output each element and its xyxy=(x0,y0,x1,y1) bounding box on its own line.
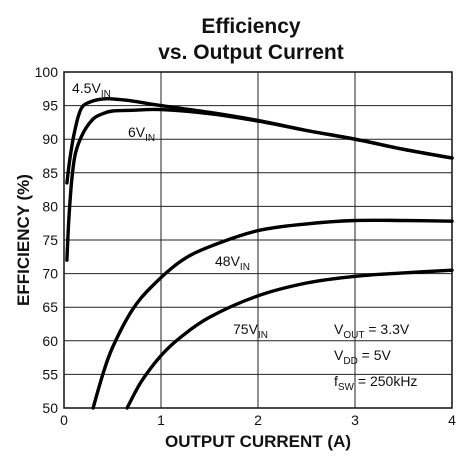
series-label-6vin: 6VIN xyxy=(128,124,155,144)
x-tick-label: 4 xyxy=(448,412,456,428)
annotation-fsw: fSW = 250kHz xyxy=(334,373,417,393)
y-tick-label: 65 xyxy=(42,299,58,315)
series-line-2 xyxy=(91,218,454,410)
y-tick-label: 60 xyxy=(42,333,58,349)
y-tick-label: 50 xyxy=(42,400,58,416)
x-tick-label: 2 xyxy=(254,412,262,428)
plot-frame xyxy=(63,71,453,409)
y-tick-label: 80 xyxy=(42,198,58,214)
x-tick-label: 0 xyxy=(60,412,68,428)
annotation-vout: VOUT = 3.3V xyxy=(334,321,410,341)
series-label-4p5vin: 4.5VIN xyxy=(72,80,111,100)
chart-title-line-1: Efficiency xyxy=(201,15,301,38)
y-tick-labels: 50 55 60 65 70 75 80 85 90 95 100 xyxy=(35,64,59,416)
y-axis-label: EFFICIENCY (%) xyxy=(14,174,33,306)
y-tick-label: 75 xyxy=(42,232,58,248)
y-tick-label: 100 xyxy=(35,64,59,80)
x-tick-labels: 0 1 2 3 4 xyxy=(60,412,456,428)
x-axis-label: OUTPUT CURRENT (A) xyxy=(165,432,351,451)
grid-lines xyxy=(64,72,452,408)
y-tick-label: 55 xyxy=(42,366,58,382)
series-line-3 xyxy=(125,268,454,410)
y-tick-label: 95 xyxy=(42,98,58,114)
x-tick-label: 3 xyxy=(351,412,359,428)
chart-title-line-2: vs. Output Current xyxy=(158,41,344,64)
y-tick-label: 90 xyxy=(42,131,58,147)
series-label-75vin: 75VIN xyxy=(233,321,268,341)
series-lines xyxy=(65,96,454,410)
y-tick-label: 85 xyxy=(42,165,58,181)
x-tick-label: 1 xyxy=(157,412,165,428)
series-line-1 xyxy=(65,107,454,262)
series-label-48vin: 48VIN xyxy=(215,253,250,273)
y-tick-label: 70 xyxy=(42,266,58,282)
annotation-vdd: VDD = 5V xyxy=(334,347,392,367)
